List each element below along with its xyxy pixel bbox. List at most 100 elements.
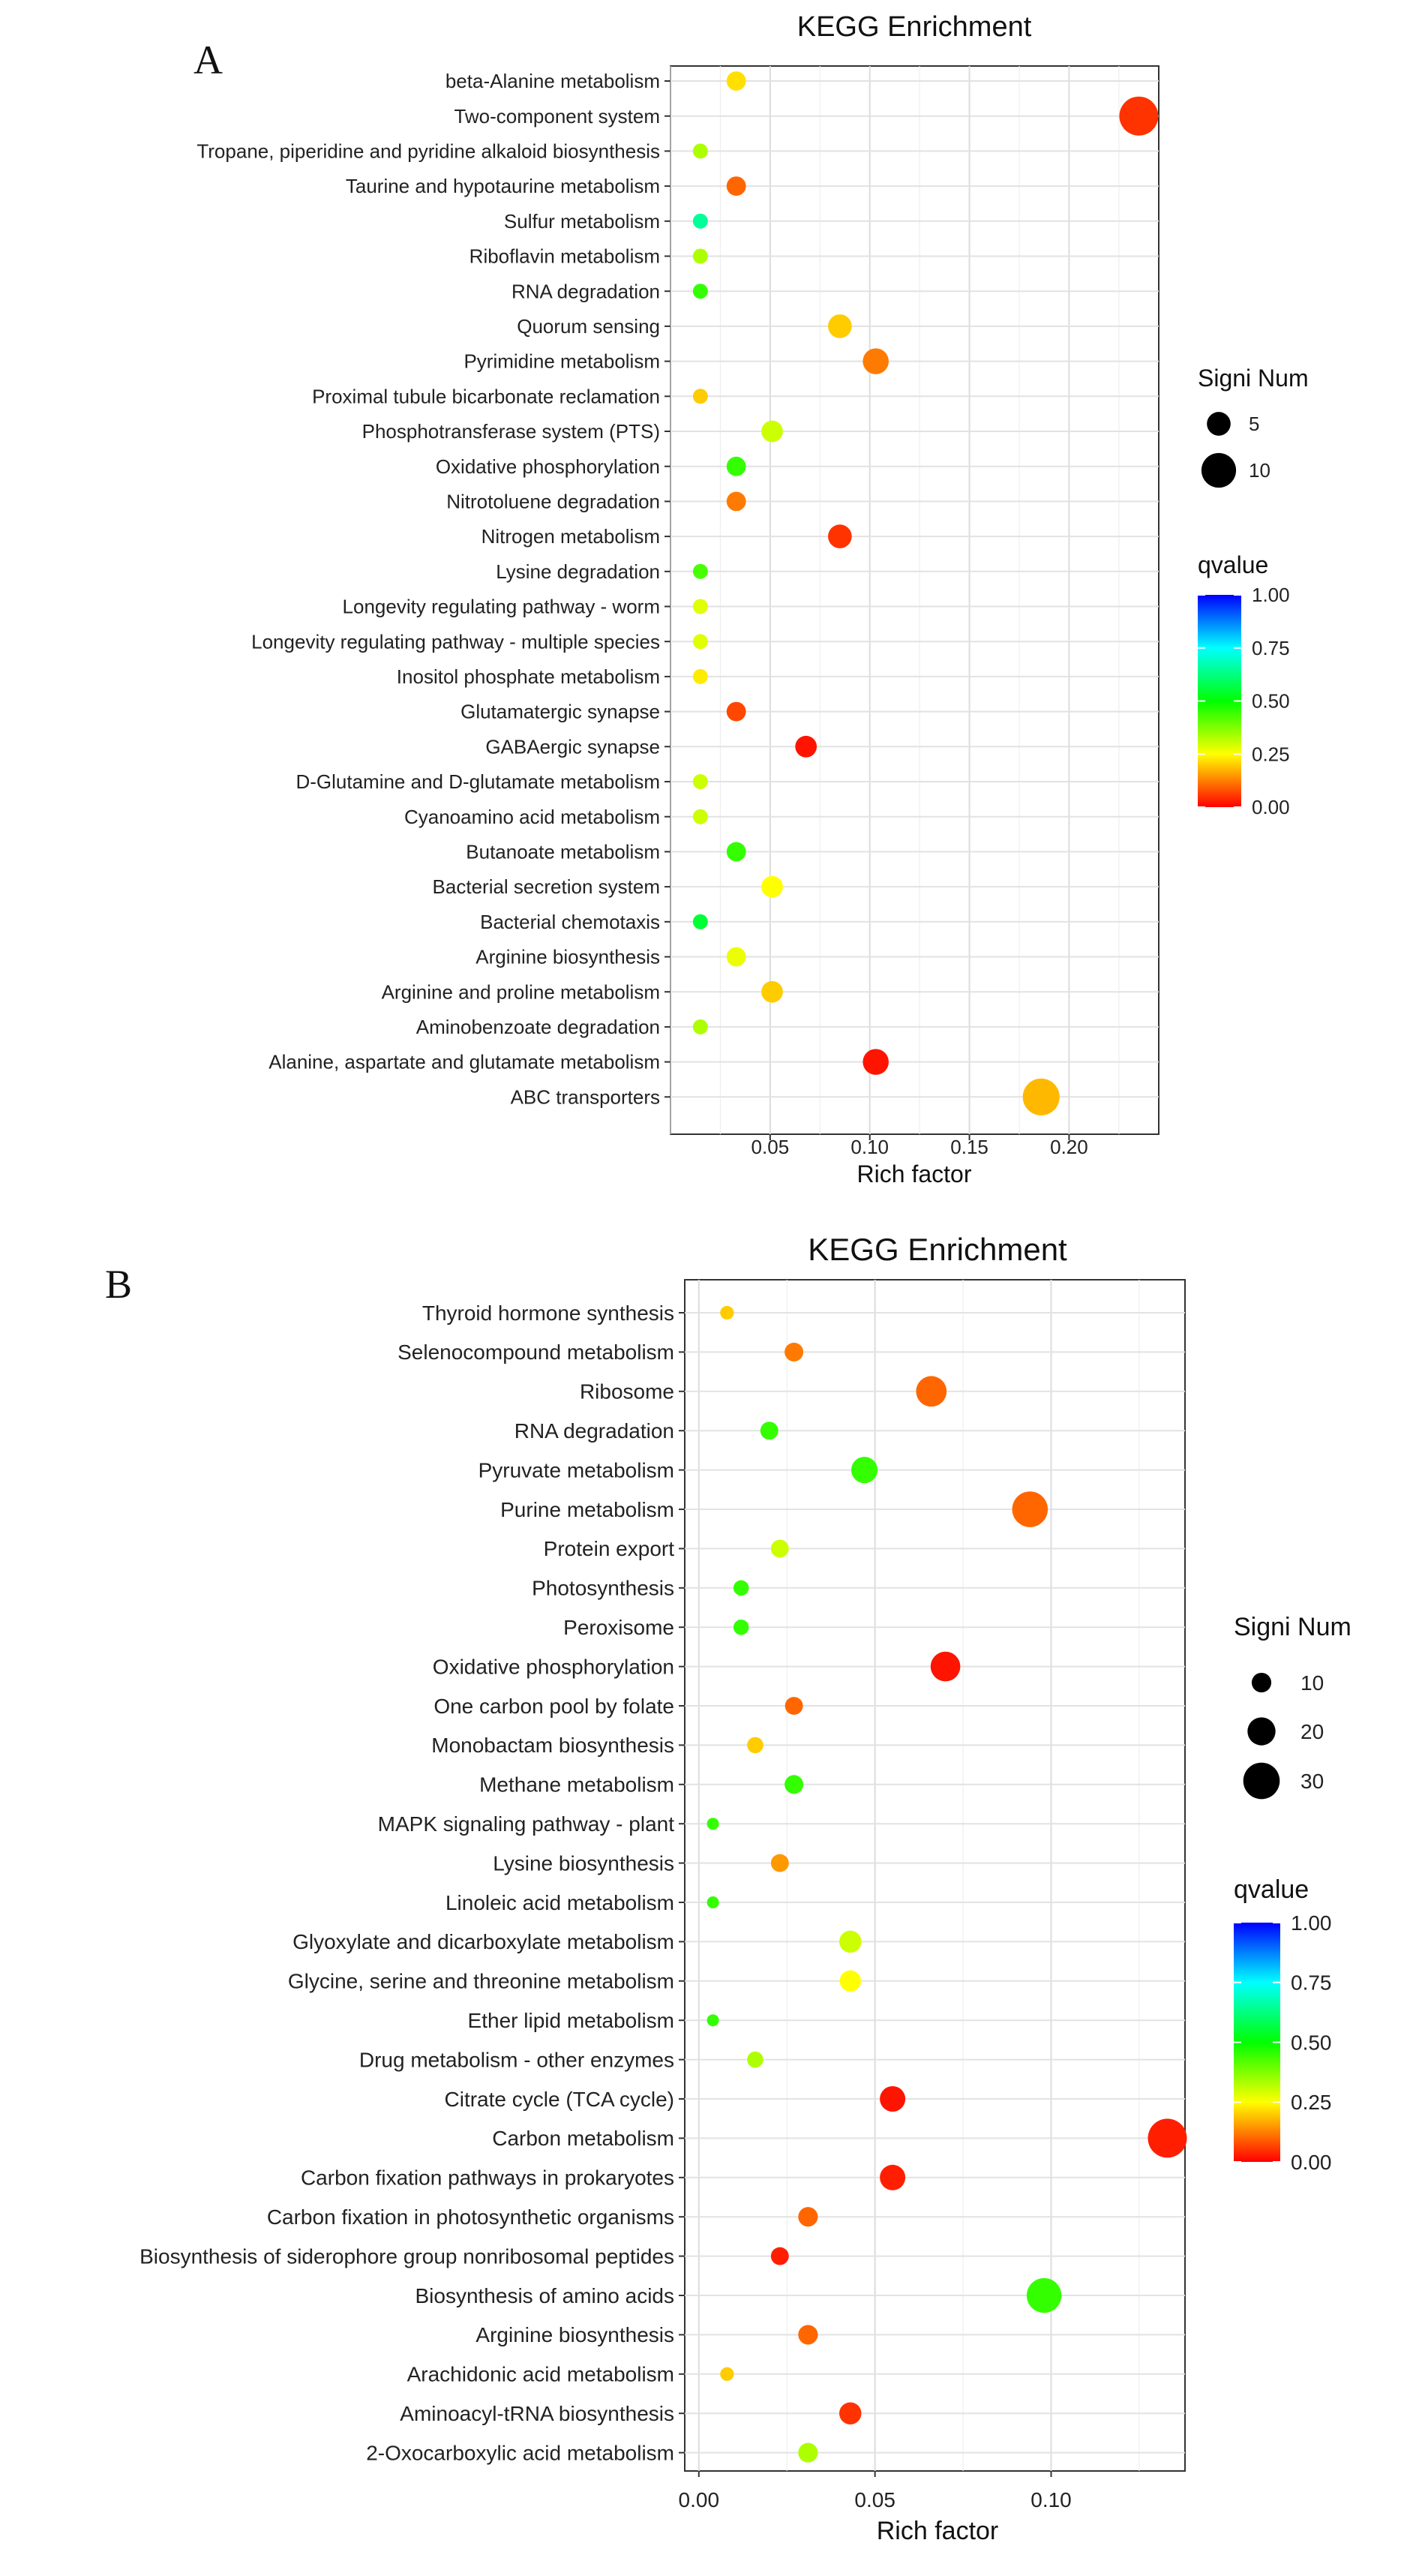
data-point	[692, 809, 708, 824]
data-point	[720, 2367, 734, 2381]
y-tick-label: Biosynthesis of siderophore group nonrib…	[140, 2244, 674, 2268]
y-tick-label: Riboflavin metabolism	[470, 245, 660, 268]
size-legend-label: 5	[1249, 413, 1259, 435]
y-tick-label: Drug metabolism - other enzymes	[359, 2048, 674, 2071]
color-legend-title: qvalue	[1198, 551, 1268, 578]
color-legend-bar	[1234, 1923, 1280, 2162]
data-point	[692, 634, 708, 650]
size-legend-key	[1251, 1672, 1272, 1693]
data-point	[692, 143, 708, 159]
data-point	[761, 420, 783, 443]
data-point	[692, 248, 708, 264]
data-point	[862, 1049, 889, 1075]
data-point	[1119, 96, 1159, 136]
y-tick-label: Tropane, piperidine and pyridine alkaloi…	[196, 140, 660, 163]
x-tick-label: 0.05	[752, 1136, 790, 1158]
data-point	[726, 491, 746, 512]
y-tick-label: Carbon metabolism	[492, 2127, 674, 2150]
y-tick-label: Alanine, aspartate and glutamate metabol…	[268, 1051, 660, 1073]
y-tick-label: Arginine biosynthesis	[476, 946, 660, 968]
data-point	[726, 456, 746, 476]
data-point	[850, 1457, 878, 1484]
size-legend-title: Signi Num	[1198, 365, 1309, 392]
color-legend-label: 0.50	[1291, 2031, 1332, 2054]
data-point	[770, 1854, 789, 1872]
y-tick-label: MAPK signaling pathway - plant	[378, 1812, 675, 1836]
data-point	[798, 2207, 818, 2227]
y-tick-label: Oxidative phosphorylation	[433, 1655, 674, 1678]
y-tick-label: Longevity regulating pathway - worm	[343, 596, 660, 618]
data-point	[726, 71, 746, 91]
data-point	[733, 1580, 749, 1596]
data-point	[828, 524, 852, 548]
x-tick-label: 0.10	[850, 1136, 889, 1158]
data-point	[761, 875, 783, 898]
color-legend-label: 0.75	[1252, 637, 1290, 659]
size-legend-key	[1207, 412, 1231, 436]
color-legend-label: 0.00	[1252, 796, 1290, 818]
size-legend-label: 30	[1300, 1770, 1324, 1793]
y-tick-label: Glycine, serine and threonine metabolism	[288, 1970, 674, 1993]
y-tick-label: Lysine degradation	[496, 560, 660, 583]
data-point	[760, 1422, 778, 1440]
data-point	[1022, 1078, 1060, 1115]
size-legend-title: Signi Num	[1234, 1613, 1352, 1641]
y-tick-label: Glyoxylate and dicarboxylate metabolism	[292, 1930, 674, 1953]
y-tick-label: Methane metabolism	[479, 1773, 674, 1797]
data-point	[706, 1896, 719, 1908]
data-point	[770, 1539, 789, 1558]
y-tick-label: Aminobenzoate degradation	[416, 1016, 660, 1038]
y-tick-label: Sulfur metabolism	[504, 210, 660, 233]
data-point	[798, 2442, 818, 2463]
y-tick-label: GABAergic synapse	[485, 735, 660, 758]
size-legend-label: 20	[1300, 1720, 1324, 1743]
color-legend-label: 0.75	[1291, 1971, 1332, 1995]
data-point	[828, 314, 852, 338]
data-point	[784, 1697, 803, 1715]
y-tick-label: Inositol phosphate metabolism	[397, 665, 660, 688]
x-axis-label: Rich factor	[857, 1160, 972, 1187]
size-legend-label: 10	[1300, 1671, 1324, 1695]
data-point	[692, 284, 708, 299]
y-tick-label: One carbon pool by folate	[434, 1695, 674, 1718]
data-point	[733, 1619, 749, 1635]
size-legend-key	[1243, 1762, 1280, 1800]
y-tick-label: Carbon fixation in photosynthetic organi…	[267, 2205, 674, 2229]
data-point	[726, 701, 746, 722]
y-tick-label: Taurine and hypotaurine metabolism	[346, 175, 660, 197]
y-tick-label: Bacterial chemotaxis	[480, 911, 660, 933]
data-point	[839, 1930, 862, 1953]
y-tick-label: Glutamatergic synapse	[460, 701, 660, 723]
x-axis-label: Rich factor	[877, 2517, 999, 2545]
chart-title: KEGG Enrichment	[797, 11, 1032, 43]
y-tick-label: RNA degradation	[514, 1419, 674, 1443]
panel-a: A KEGG Enrichment beta-Alanine metabolism T…	[194, 11, 1309, 1187]
data-point	[1012, 1491, 1048, 1527]
y-tick-label: Phosphotransferase system (PTS)	[362, 420, 660, 443]
y-tick-label: Ether lipid metabolism	[468, 2009, 674, 2032]
y-tick-label: Bacterial secretion system	[433, 875, 660, 898]
y-tick-label: Biosynthesis of amino acids	[415, 2284, 674, 2307]
data-point	[916, 1376, 947, 1407]
color-legend-label: 1.00	[1252, 584, 1290, 606]
size-legend-key	[1247, 1717, 1276, 1746]
y-tick-label: Selenocompound metabolism	[398, 1341, 674, 1364]
data-point	[692, 599, 708, 614]
data-point	[692, 563, 708, 579]
data-point	[747, 1737, 764, 1754]
data-point	[692, 389, 708, 404]
panel-letter: A	[194, 38, 223, 83]
y-tick-label: Thyroid hormone synthesis	[422, 1302, 674, 1325]
panel-b: B KEGG Enrichment Thyroid hormone synthesi…	[105, 1232, 1352, 2545]
color-legend-label: 0.50	[1252, 690, 1290, 713]
color-legend-label: 0.00	[1291, 2151, 1332, 2174]
y-tick-label: D-Glutamine and D-glutamate metabolism	[296, 770, 660, 793]
color-legend-label: 0.25	[1291, 2091, 1332, 2114]
y-tick-label: Lysine biosynthesis	[493, 1851, 674, 1875]
data-point	[726, 176, 746, 197]
data-point	[747, 2051, 764, 2068]
y-tick-label: Arginine and proline metabolism	[382, 980, 660, 1003]
data-point	[726, 947, 746, 967]
y-tick-label: Aminoacyl-tRNA biosynthesis	[400, 2402, 674, 2425]
data-point	[839, 1970, 861, 1992]
